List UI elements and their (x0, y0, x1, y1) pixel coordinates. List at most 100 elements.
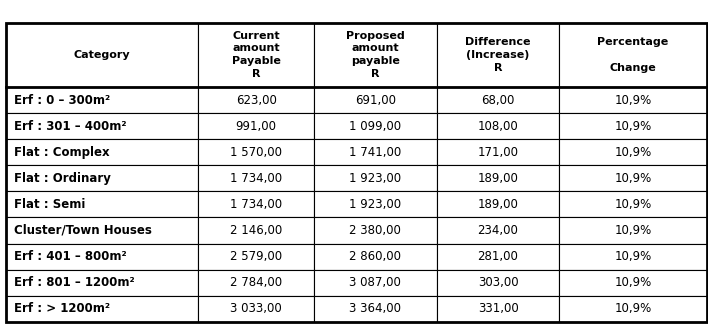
Text: 1 923,00: 1 923,00 (349, 198, 401, 211)
Bar (559, 243, 707, 270)
Bar (6, 139, 198, 165)
Text: 1 741,00: 1 741,00 (349, 146, 401, 159)
Bar (559, 165, 707, 191)
Bar (559, 23, 707, 87)
Text: 10,9%: 10,9% (615, 146, 651, 159)
Bar (6, 191, 198, 217)
Text: Erf : 401 – 800m²: Erf : 401 – 800m² (14, 250, 127, 263)
Text: 303,00: 303,00 (478, 276, 518, 289)
Bar (198, 87, 314, 113)
Text: Current
amount
Payable
R: Current amount Payable R (232, 31, 280, 79)
Bar (559, 270, 707, 296)
Bar (437, 270, 559, 296)
Bar (314, 113, 437, 139)
Bar (6, 165, 198, 191)
Bar (6, 296, 198, 322)
Text: 68,00: 68,00 (481, 94, 515, 107)
Text: 1 734,00: 1 734,00 (230, 198, 282, 211)
Bar (559, 139, 707, 165)
Text: Erf : 0 – 300m²: Erf : 0 – 300m² (14, 94, 110, 107)
Bar (314, 87, 437, 113)
Text: 10,9%: 10,9% (615, 302, 651, 315)
Text: Percentage

Change: Percentage Change (598, 37, 668, 73)
Bar (437, 243, 559, 270)
Bar (559, 87, 707, 113)
Bar (6, 23, 198, 87)
Text: 3 033,00: 3 033,00 (230, 302, 282, 315)
Text: Erf : > 1200m²: Erf : > 1200m² (14, 302, 110, 315)
Text: 691,00: 691,00 (355, 94, 396, 107)
Bar (198, 23, 314, 87)
Text: Flat : Semi: Flat : Semi (14, 198, 86, 211)
Bar (314, 243, 437, 270)
Bar (314, 23, 437, 87)
Text: 2 579,00: 2 579,00 (230, 250, 282, 263)
Text: 10,9%: 10,9% (615, 120, 651, 133)
Text: 3 087,00: 3 087,00 (350, 276, 401, 289)
Bar (559, 113, 707, 139)
Text: 189,00: 189,00 (478, 198, 518, 211)
Bar (198, 191, 314, 217)
Text: 1 734,00: 1 734,00 (230, 172, 282, 185)
Bar (437, 296, 559, 322)
Text: 10,9%: 10,9% (615, 250, 651, 263)
Text: 10,9%: 10,9% (615, 198, 651, 211)
Text: 189,00: 189,00 (478, 172, 518, 185)
Text: 3 364,00: 3 364,00 (350, 302, 401, 315)
Bar (6, 217, 198, 243)
Text: 10,9%: 10,9% (615, 224, 651, 237)
Bar (314, 270, 437, 296)
Text: 10,9%: 10,9% (615, 94, 651, 107)
Text: 10,9%: 10,9% (615, 276, 651, 289)
Bar (6, 113, 198, 139)
Text: 2 146,00: 2 146,00 (230, 224, 282, 237)
Text: 234,00: 234,00 (478, 224, 518, 237)
Text: 991,00: 991,00 (236, 120, 277, 133)
Bar (314, 191, 437, 217)
Bar (6, 270, 198, 296)
Text: 1 099,00: 1 099,00 (349, 120, 401, 133)
Text: Flat : Complex: Flat : Complex (14, 146, 110, 159)
Text: Flat : Ordinary: Flat : Ordinary (14, 172, 111, 185)
Bar (314, 296, 437, 322)
Text: 281,00: 281,00 (478, 250, 518, 263)
Text: Cluster/Town Houses: Cluster/Town Houses (14, 224, 152, 237)
Text: 2 860,00: 2 860,00 (350, 250, 401, 263)
Text: 331,00: 331,00 (478, 302, 518, 315)
Text: 2 784,00: 2 784,00 (230, 276, 282, 289)
Bar (6, 243, 198, 270)
Bar (437, 87, 559, 113)
Text: 1 923,00: 1 923,00 (349, 172, 401, 185)
Bar (6, 87, 198, 113)
Text: 10,9%: 10,9% (615, 172, 651, 185)
Bar (437, 113, 559, 139)
Bar (198, 270, 314, 296)
Text: 108,00: 108,00 (478, 120, 518, 133)
Bar (314, 139, 437, 165)
Text: Erf : 301 – 400m²: Erf : 301 – 400m² (14, 120, 127, 133)
Bar (198, 165, 314, 191)
Bar (198, 296, 314, 322)
Bar (198, 217, 314, 243)
Text: Erf : 801 – 1200m²: Erf : 801 – 1200m² (14, 276, 135, 289)
Bar (198, 139, 314, 165)
Text: Difference
(Increase)
R: Difference (Increase) R (465, 37, 531, 73)
Text: 2 380,00: 2 380,00 (350, 224, 401, 237)
Bar (559, 217, 707, 243)
Bar (437, 191, 559, 217)
Bar (198, 243, 314, 270)
Bar (437, 139, 559, 165)
Text: 1 570,00: 1 570,00 (230, 146, 282, 159)
Bar (559, 296, 707, 322)
Text: Proposed
amount
payable
R: Proposed amount payable R (346, 31, 405, 79)
Text: Category: Category (74, 50, 130, 60)
Bar (559, 191, 707, 217)
Bar (437, 217, 559, 243)
Text: 171,00: 171,00 (478, 146, 518, 159)
Bar (437, 165, 559, 191)
Bar (314, 165, 437, 191)
Text: 623,00: 623,00 (236, 94, 277, 107)
Bar (198, 113, 314, 139)
Bar (314, 217, 437, 243)
Bar (437, 23, 559, 87)
